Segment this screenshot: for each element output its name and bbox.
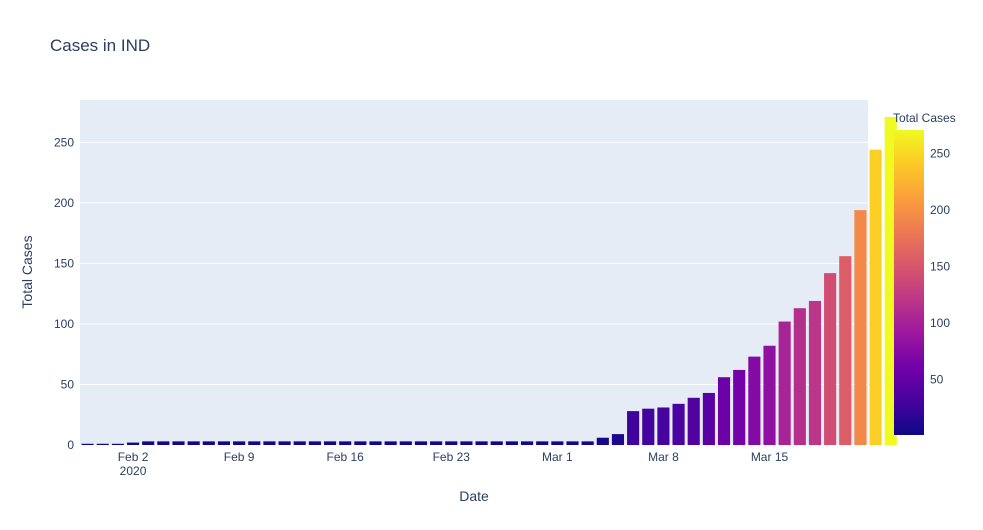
x-tick-label: Feb 9 <box>224 450 255 464</box>
bar <box>217 441 231 445</box>
bar <box>657 407 670 445</box>
bar <box>354 441 367 445</box>
bar <box>520 441 534 445</box>
bar <box>308 441 321 445</box>
bar <box>172 441 185 445</box>
bar <box>596 437 609 445</box>
bars-group <box>81 116 897 446</box>
bar <box>763 345 776 445</box>
bar <box>581 441 594 445</box>
colorbar-tick-label: 200 <box>930 203 950 217</box>
bar <box>384 441 397 445</box>
x-tick-year-label: 2020 <box>120 464 147 478</box>
bar <box>884 116 897 446</box>
x-tick-label: Feb 16 <box>327 450 365 464</box>
bar <box>824 273 837 445</box>
bar <box>869 149 882 445</box>
bar <box>854 210 867 445</box>
bar <box>793 308 806 445</box>
bar <box>717 377 731 445</box>
y-tick-label: 100 <box>54 317 74 331</box>
bar <box>536 441 549 445</box>
y-tick-label: 150 <box>54 256 74 270</box>
bar <box>611 434 625 445</box>
bar <box>293 441 306 445</box>
bar <box>505 441 518 445</box>
y-axis-label: Total Cases <box>19 235 35 308</box>
colorbar-ticks: 50 100 150 200 250 <box>930 147 950 387</box>
y-tick-label: 250 <box>54 135 74 149</box>
y-tick-label: 200 <box>54 196 74 210</box>
y-axis-ticks: 0 50 100 150 200 250 <box>54 135 74 452</box>
bar <box>475 441 488 445</box>
bar <box>323 441 337 445</box>
colorbar-tick-label: 100 <box>930 316 950 330</box>
bar <box>278 441 291 445</box>
chart-title: Cases in IND <box>50 36 150 55</box>
colorbar-title: Total Cases <box>893 111 956 125</box>
bar <box>399 441 412 445</box>
bar <box>414 441 428 445</box>
bar <box>702 392 715 445</box>
bar <box>490 441 503 445</box>
bar <box>642 408 655 445</box>
bar <box>460 441 473 445</box>
bar <box>202 441 215 445</box>
colorbar-tick-label: 50 <box>930 373 944 387</box>
bar <box>445 441 458 445</box>
bar <box>369 441 382 445</box>
bar <box>778 321 791 445</box>
bar <box>808 300 822 445</box>
bar <box>263 441 276 445</box>
bar <box>96 443 109 445</box>
x-tick-label: Mar 8 <box>648 450 679 464</box>
y-tick-label: 0 <box>67 438 74 452</box>
bar <box>430 441 443 445</box>
bar <box>187 441 200 445</box>
bar <box>839 256 852 445</box>
x-tick-label: Mar 1 <box>542 450 573 464</box>
y-tick-label: 50 <box>61 377 75 391</box>
bar <box>566 441 579 445</box>
x-axis-label: Date <box>459 488 489 504</box>
bar <box>627 411 640 445</box>
bar <box>248 441 261 445</box>
colorbar-tick-label: 150 <box>930 260 950 274</box>
bar <box>339 441 352 445</box>
bar <box>157 441 170 445</box>
bar <box>111 443 124 445</box>
bar <box>142 441 155 445</box>
colorbar <box>894 130 924 435</box>
colorbar-tick-label: 250 <box>930 147 950 161</box>
bar <box>733 369 746 445</box>
bar <box>748 356 761 445</box>
bar <box>551 441 564 445</box>
bar <box>672 403 685 445</box>
bar <box>687 397 700 445</box>
bar <box>126 442 140 445</box>
x-tick-label: Feb 2 <box>118 450 149 464</box>
bar <box>81 443 94 445</box>
bar <box>233 441 246 445</box>
x-tick-label: Mar 15 <box>751 450 789 464</box>
x-tick-label: Feb 23 <box>433 450 471 464</box>
